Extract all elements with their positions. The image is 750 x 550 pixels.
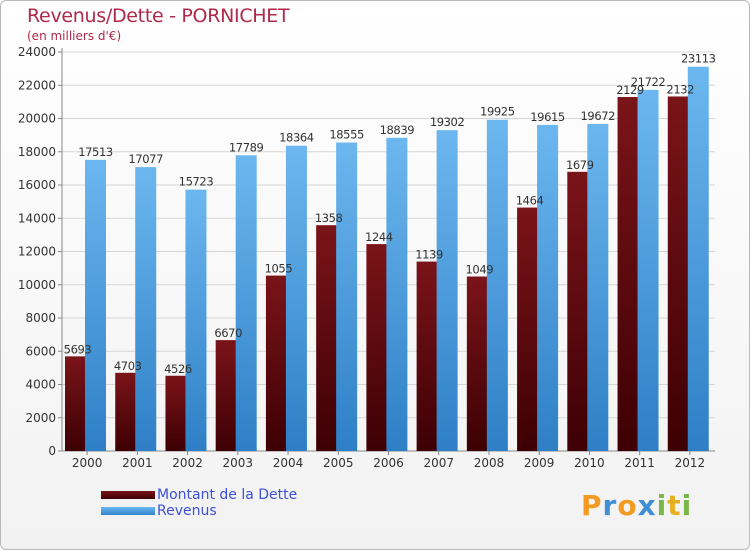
- x-tick-label: 2003: [223, 456, 254, 470]
- chart-legend: Montant de la Dette Revenus: [101, 487, 297, 519]
- dette-bar: [316, 225, 338, 451]
- dette-value-label: 1244: [365, 230, 393, 244]
- revenus-bar: [336, 142, 358, 451]
- y-tick-label: 12000: [18, 245, 56, 259]
- revenus-value-label: 19615: [530, 110, 565, 124]
- logo-letter: o: [617, 489, 638, 522]
- revenus-value-label: 18364: [279, 131, 314, 145]
- revenus-value-label: 21722: [631, 75, 666, 89]
- revenus-bar: [436, 130, 458, 451]
- revenus-value-label: 19925: [480, 105, 515, 119]
- y-tick-label: 18000: [18, 145, 56, 159]
- dette-value-label: 1055: [265, 262, 293, 276]
- dette-bar: [466, 276, 488, 451]
- revenus-value-label: 18555: [329, 128, 364, 142]
- x-tick-label: 2008: [474, 456, 505, 470]
- dette-bar: [617, 97, 639, 451]
- dette-value-label: 1679: [566, 158, 594, 172]
- logo-letter: i: [656, 489, 668, 522]
- logo-letter: P: [581, 489, 603, 522]
- revenus-bar: [537, 124, 559, 451]
- revenus-bar: [687, 66, 709, 452]
- x-tick-label: 2002: [172, 456, 203, 470]
- logo-letter: r: [602, 489, 618, 522]
- x-tick-label: 2011: [624, 456, 655, 470]
- revenus-value-label: 19672: [581, 109, 616, 123]
- legend-swatch-dette: [101, 491, 155, 499]
- revenus-bar: [637, 89, 659, 451]
- revenus-value-label: 17077: [128, 152, 163, 166]
- logo-letter: t: [667, 489, 682, 522]
- x-tick-label: 2006: [373, 456, 404, 470]
- dette-bar: [115, 372, 137, 451]
- dette-bar: [265, 275, 287, 451]
- y-tick-label: 8000: [25, 311, 56, 325]
- revenus-bar: [587, 123, 609, 451]
- logo-letter: i: [681, 489, 693, 522]
- dette-bar: [667, 96, 689, 452]
- dette-bar: [65, 356, 86, 451]
- revenus-bar: [235, 155, 257, 451]
- y-tick-label: 2000: [25, 411, 56, 425]
- revenus-value-label: 15723: [179, 175, 214, 189]
- dette-value-label: 1464: [516, 194, 544, 208]
- dette-value-label: 1049: [466, 263, 494, 277]
- dette-value-label: 1358: [315, 211, 343, 225]
- chart-subtitle: (en milliers d'€): [27, 29, 122, 43]
- revenus-bar: [285, 145, 307, 452]
- revenus-bar: [85, 159, 106, 451]
- dette-bar: [165, 375, 187, 451]
- dette-value-label: 5693: [64, 342, 92, 356]
- dette-bar: [567, 171, 589, 451]
- y-tick-label: 0: [48, 444, 56, 458]
- x-tick-label: 2004: [273, 456, 304, 470]
- x-tick-label: 2000: [72, 456, 103, 470]
- y-tick-label: 14000: [18, 211, 56, 225]
- legend-label-dette: Montant de la Dette: [157, 487, 298, 503]
- y-tick-label: 24000: [18, 45, 56, 59]
- y-tick-label: 10000: [18, 278, 56, 292]
- revenus-value-label: 18839: [380, 123, 415, 137]
- logo-letter: x: [637, 489, 657, 522]
- x-tick-label: 2012: [675, 456, 706, 470]
- legend-label-revenus: Revenus: [157, 503, 217, 519]
- dette-value-label: 6670: [214, 326, 242, 340]
- legend-item-revenus: Revenus: [101, 503, 297, 519]
- x-tick-label: 2007: [423, 456, 454, 470]
- dette-value-label: 4526: [164, 362, 192, 376]
- revenus-bar: [386, 137, 408, 451]
- revenus-value-label: 19302: [430, 115, 465, 129]
- y-tick-label: 22000: [18, 78, 56, 92]
- chart-title: Revenus/Dette - PORNICHET: [27, 5, 290, 27]
- dette-value-label: 2132: [666, 82, 694, 96]
- y-tick-label: 6000: [25, 344, 56, 358]
- revenus-value-label: 17513: [78, 145, 113, 159]
- dette-value-label: 1139: [415, 248, 443, 262]
- y-tick-label: 20000: [18, 112, 56, 126]
- y-tick-label: 4000: [25, 378, 56, 392]
- dette-bar: [215, 340, 237, 451]
- revenus-value-label: 17789: [229, 140, 264, 154]
- y-tick-label: 16000: [18, 178, 56, 192]
- dette-value-label: 4703: [114, 359, 142, 373]
- dette-bar: [366, 244, 388, 451]
- revenus-bar: [135, 167, 157, 451]
- dette-bar: [517, 207, 539, 451]
- revenus-bar: [185, 189, 207, 452]
- x-tick-label: 2001: [122, 456, 153, 470]
- dette-value-label: 2129: [616, 83, 644, 97]
- x-tick-label: 2005: [323, 456, 354, 470]
- proxiti-logo: Proxiti: [581, 489, 692, 522]
- x-tick-label: 2010: [574, 456, 605, 470]
- legend-swatch-revenus: [101, 507, 155, 515]
- legend-item-dette: Montant de la Dette: [101, 487, 297, 503]
- revenus-bar: [486, 119, 508, 451]
- dette-bar: [416, 261, 438, 451]
- revenus-value-label: 23113: [681, 52, 716, 66]
- x-tick-label: 2009: [524, 456, 555, 470]
